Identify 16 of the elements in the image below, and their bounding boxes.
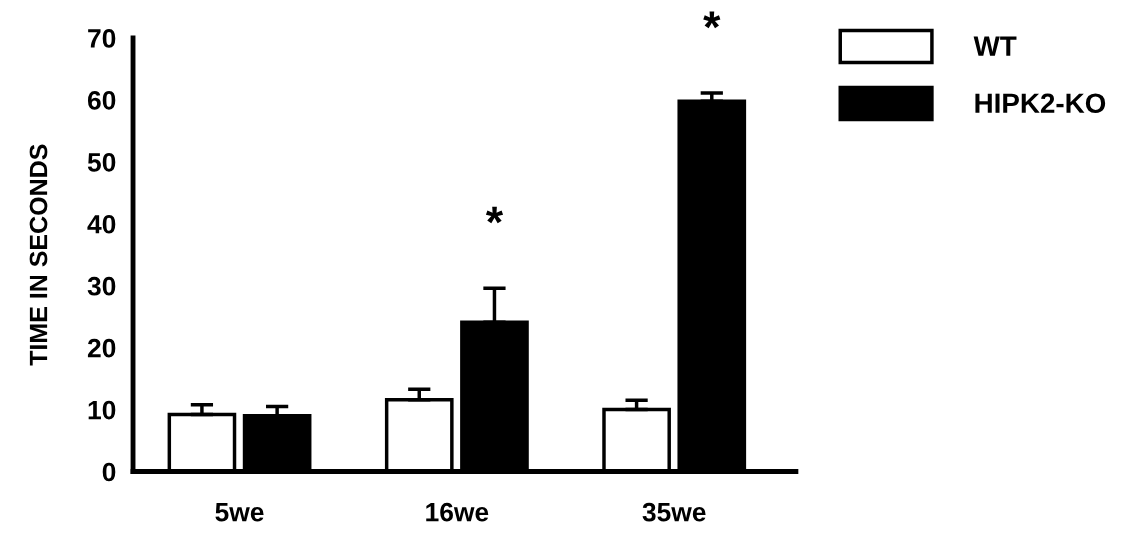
x-tick-label: 5we <box>215 503 264 522</box>
y-tick-label: 30 <box>87 276 116 296</box>
y-tick-label: 50 <box>87 152 116 172</box>
annotation: * <box>485 206 504 224</box>
y-tick-label: 10 <box>88 400 116 420</box>
x-tick-label: 35we <box>642 502 706 522</box>
y-axis-title: TIME IN SECONDS <box>29 144 48 366</box>
y-tick-label: 60 <box>87 91 116 110</box>
legend-label: WT <box>973 36 1017 56</box>
y-tick-label: 40 <box>87 214 116 234</box>
y-tick-label: 0 <box>102 462 116 482</box>
legend-label: HIPK2-KO <box>975 93 1106 114</box>
y-tick-label: 70 <box>88 29 116 48</box>
annotation: * <box>703 11 721 29</box>
x-tick-label: 16we <box>426 502 489 522</box>
y-tick-label: 20 <box>87 338 116 358</box>
